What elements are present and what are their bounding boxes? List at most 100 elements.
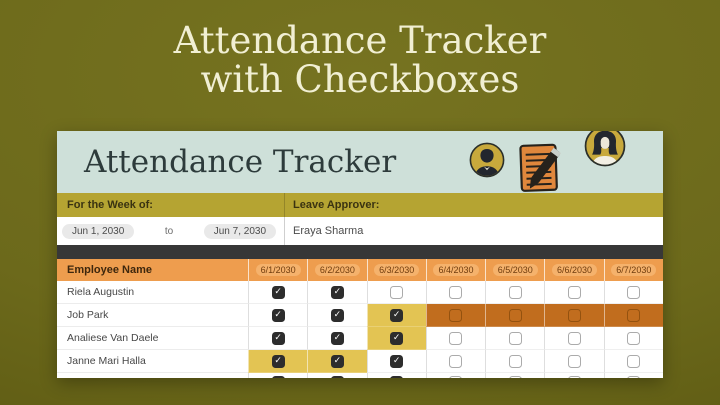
- checkbox-checked[interactable]: ✓: [330, 308, 344, 322]
- date-header-cell: 6/5/2030: [485, 259, 544, 281]
- checkbox-checked[interactable]: ✓: [271, 354, 285, 368]
- attendance-cell: [366, 281, 426, 304]
- checkbox-unchecked[interactable]: [568, 285, 582, 299]
- attendance-cell: ✓: [248, 327, 308, 350]
- checkbox-checked[interactable]: ✓: [390, 331, 404, 345]
- checkbox-checked[interactable]: ✓: [330, 376, 344, 378]
- sheet-title: Attendance Tracker: [84, 144, 397, 180]
- date-header-pill: 6/6/2030: [552, 264, 598, 276]
- checkbox-unchecked[interactable]: [390, 285, 404, 299]
- banner-title-line2: with Checkboxes: [200, 58, 520, 101]
- attendance-cell: [544, 304, 604, 327]
- attendance-cell: ✓: [366, 373, 426, 378]
- date-header-pill: 6/5/2030: [492, 264, 538, 276]
- attendance-cell: [485, 327, 545, 350]
- attendance-cell: [603, 373, 663, 378]
- checkbox-checked[interactable]: ✓: [271, 331, 285, 345]
- checkbox-unchecked[interactable]: [568, 308, 582, 322]
- attendance-cell: ✓: [307, 373, 366, 378]
- attendance-cell: ✓: [307, 281, 367, 304]
- employee-row: Riela Augustin ✓ ✓: [57, 281, 663, 304]
- checkbox-checked[interactable]: ✓: [330, 285, 344, 299]
- week-end-date-field[interactable]: Jun 7, 2030: [203, 223, 276, 239]
- attendance-cell: [425, 327, 486, 350]
- attendance-cell: [544, 373, 603, 378]
- table-header-row: Employee Name 6/1/2030 6/2/2030 6/3/2030 6/…: [57, 259, 663, 281]
- divider-band: [57, 245, 663, 259]
- checkbox-unchecked[interactable]: [627, 331, 641, 345]
- employee-name-cell: Janne Mari Halla: [57, 350, 248, 373]
- date-header-cell: 6/4/2030: [425, 259, 485, 281]
- banner-title: Attendance Tracker with Checkboxes: [0, 21, 720, 99]
- attendance-cell: [485, 281, 545, 304]
- employee-name-cell: Job Park: [57, 304, 248, 327]
- checkbox-checked[interactable]: ✓: [390, 376, 404, 378]
- checkbox-unchecked[interactable]: [508, 308, 522, 322]
- checkbox-unchecked[interactable]: [449, 308, 463, 322]
- employee-row: Analiese Van Daele ✓ ✓ ✓: [57, 327, 663, 350]
- attendance-cell: ✓: [307, 350, 367, 373]
- employee-row: Janne Mari Halla ✓ ✓ ✓: [57, 350, 663, 373]
- date-header-cell: 6/2/2030: [307, 259, 366, 281]
- checkbox-checked[interactable]: ✓: [271, 308, 285, 322]
- attendance-cell: [544, 327, 604, 350]
- week-start-date-field[interactable]: Jun 1, 2030: [62, 223, 135, 239]
- attendance-cell: ✓: [307, 327, 367, 350]
- table-body: Riela Augustin ✓ ✓ Job Park ✓ ✓ ✓ Analiese Van …: [57, 281, 663, 378]
- date-header-pill: 6/4/2030: [433, 264, 479, 276]
- checkbox-unchecked[interactable]: [568, 331, 582, 345]
- checkbox-checked[interactable]: ✓: [271, 376, 285, 378]
- date-header-cell: 6/7/2030: [603, 259, 663, 281]
- date-header-pill: 6/7/2030: [611, 264, 657, 276]
- attendance-cell: [485, 304, 545, 327]
- attendance-cell: [485, 350, 545, 373]
- date-header-pill: 6/1/2030: [255, 264, 301, 276]
- attendance-cell: [544, 281, 604, 304]
- attendance-cell: [544, 350, 604, 373]
- attendance-cell: [425, 281, 486, 304]
- date-header-cell: 6/6/2030: [544, 259, 603, 281]
- checkbox-unchecked[interactable]: [568, 376, 582, 378]
- checkbox-unchecked[interactable]: [449, 331, 463, 345]
- attendance-cell: [425, 373, 485, 378]
- checkbox-checked[interactable]: ✓: [271, 285, 285, 299]
- attendance-cell: ✓: [366, 304, 426, 327]
- date-header-pill: 6/3/2030: [374, 264, 420, 276]
- attendance-cell: [485, 373, 544, 378]
- checkbox-unchecked[interactable]: [449, 285, 463, 299]
- checkbox-checked[interactable]: ✓: [330, 354, 344, 368]
- approver-name-cell[interactable]: Eraya Sharma: [293, 225, 364, 237]
- checkbox-unchecked[interactable]: [568, 354, 582, 368]
- checkbox-unchecked[interactable]: [627, 308, 641, 322]
- section-label-band: For the Week of: Leave Approver:: [57, 193, 663, 217]
- date-header-cell: 6/3/2030: [366, 259, 426, 281]
- checkbox-unchecked[interactable]: [449, 376, 463, 378]
- checkbox-unchecked[interactable]: [508, 331, 522, 345]
- employee-name-header: Employee Name: [67, 264, 152, 276]
- checkbox-unchecked[interactable]: [508, 354, 522, 368]
- checkbox-unchecked[interactable]: [627, 285, 641, 299]
- woman-avatar-icon: [584, 131, 626, 167]
- attendance-cell: ✓: [248, 281, 308, 304]
- checkbox-checked[interactable]: ✓: [330, 331, 344, 345]
- employee-name-cell: [57, 373, 248, 378]
- attendance-cell: [603, 281, 663, 304]
- checkbox-checked[interactable]: ✓: [390, 354, 404, 368]
- week-connector-text: to: [164, 225, 174, 237]
- section-input-band: Jun 1, 2030 to Jun 7, 2030 Eraya Sharma: [57, 217, 663, 245]
- attendance-cell: ✓: [248, 304, 308, 327]
- banner-title-line1: Attendance Tracker: [173, 19, 547, 62]
- checkbox-unchecked[interactable]: [508, 376, 522, 378]
- checkbox-unchecked[interactable]: [508, 285, 522, 299]
- sheet-header: Attendance Tracker: [57, 131, 663, 193]
- checkbox-unchecked[interactable]: [449, 354, 463, 368]
- approver-label: Leave Approver:: [293, 199, 380, 211]
- attendance-cell: [425, 350, 486, 373]
- checkbox-unchecked[interactable]: [627, 354, 641, 368]
- employee-name-cell: Riela Augustin: [57, 281, 248, 304]
- attendance-cell: ✓: [366, 327, 426, 350]
- checkbox-unchecked[interactable]: [627, 376, 641, 378]
- week-input-cell: Jun 1, 2030 to Jun 7, 2030: [57, 217, 285, 245]
- attendance-cell: [603, 304, 663, 327]
- checkbox-checked[interactable]: ✓: [390, 308, 404, 322]
